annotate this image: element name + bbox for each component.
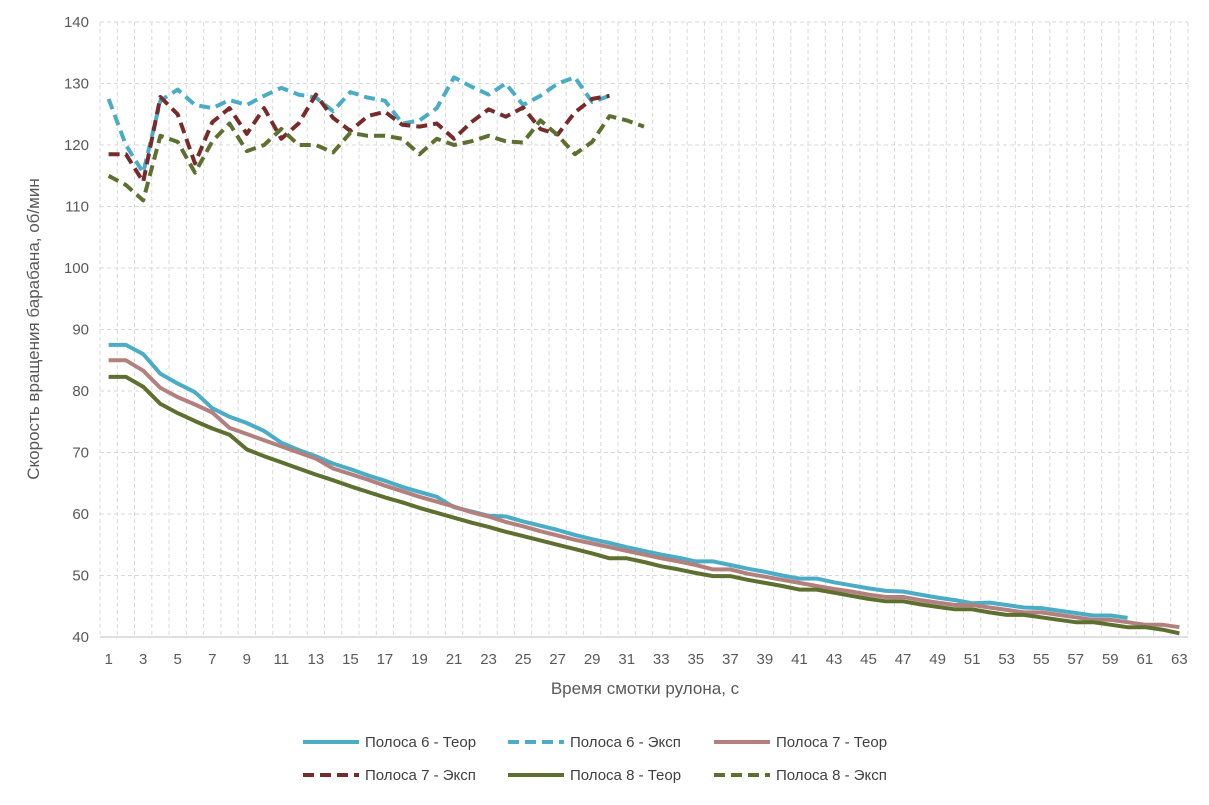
x-tick-label: 47 (895, 651, 912, 668)
x-tick-label: 53 (998, 651, 1015, 668)
series-layer (106, 75, 1180, 636)
x-tick-label: 61 (1136, 651, 1153, 668)
y-tick-label: 120 (64, 137, 89, 154)
x-tick-label: 41 (791, 651, 808, 668)
x-tick-label: 29 (584, 651, 601, 668)
series-line-6 (107, 114, 645, 203)
y-tick-label: 140 (64, 14, 89, 31)
x-tick-label: 55 (1033, 651, 1050, 668)
y-tick-label: 50 (72, 568, 89, 585)
legend-label: Полоса 6 - Эксп (570, 734, 681, 751)
legend: Полоса 6 - Теор Полоса 6 - Эксп Полоса 7 -… (303, 734, 887, 784)
x-tick-label: 7 (208, 651, 216, 668)
legend-label: Полоса 8 - Эксп (776, 767, 887, 784)
y-axis-title: Скорость вращения барабана, об/мин (24, 178, 43, 479)
x-tick-label: 33 (653, 651, 670, 668)
series-line-1 (108, 342, 1128, 620)
x-tick-label: 43 (826, 651, 843, 668)
x-tick-labels: 1 3 5 7 9 11 13 15 17 19 21 23 25 27 29 31 33 35 37 39 41 43 4… (104, 651, 1187, 668)
y-tick-label: 110 (65, 199, 89, 216)
x-tick-label: 59 (1102, 651, 1119, 668)
x-tick-label: 35 (687, 651, 704, 668)
x-tick-label: 3 (139, 651, 147, 668)
y-tick-label: 130 (64, 76, 89, 93)
x-tick-label: 51 (964, 651, 981, 668)
y-tick-label: 40 (72, 629, 89, 646)
x-tick-label: 9 (243, 651, 251, 668)
y-tick-label: 100 (64, 260, 89, 277)
y-tick-label: 90 (72, 322, 89, 339)
x-tick-label: 31 (618, 651, 635, 668)
series-line-3 (108, 358, 1180, 630)
legend-label: Полоса 7 - Эксп (365, 767, 476, 784)
legend-label: Полоса 6 - Теор (365, 734, 476, 751)
series-line-4 (108, 92, 610, 184)
series-line-2 (106, 75, 611, 175)
x-tick-label: 63 (1171, 651, 1188, 668)
x-tick-label: 23 (480, 651, 497, 668)
y-tick-labels: 40 50 60 70 80 90 100 110 120 130 140 (64, 14, 89, 646)
x-axis-title: Время смотки рулона, с (551, 679, 740, 698)
x-tick-label: 39 (757, 651, 774, 668)
x-tick-label: 17 (377, 651, 394, 668)
x-tick-label: 1 (104, 651, 112, 668)
x-tick-label: 25 (515, 651, 532, 668)
y-tick-label: 60 (72, 506, 89, 523)
x-tick-label: 13 (308, 651, 325, 668)
x-tick-label: 57 (1067, 651, 1084, 668)
x-tick-label: 5 (174, 651, 182, 668)
x-tick-label: 11 (274, 651, 290, 668)
x-tick-label: 21 (446, 651, 463, 668)
legend-label: Полоса 7 - Теор (776, 734, 887, 751)
x-tick-label: 15 (342, 651, 359, 668)
x-tick-label: 37 (722, 651, 739, 668)
y-tick-label: 80 (72, 383, 89, 400)
legend-label: Полоса 8 - Теор (570, 767, 681, 784)
x-tick-label: 49 (929, 651, 946, 668)
series-line-5 (108, 374, 1180, 636)
x-tick-label: 45 (860, 651, 877, 668)
x-tick-label: 27 (549, 651, 566, 668)
grid-lines (99, 21, 1189, 638)
y-tick-label: 70 (72, 445, 89, 462)
x-tick-label: 19 (411, 651, 428, 668)
